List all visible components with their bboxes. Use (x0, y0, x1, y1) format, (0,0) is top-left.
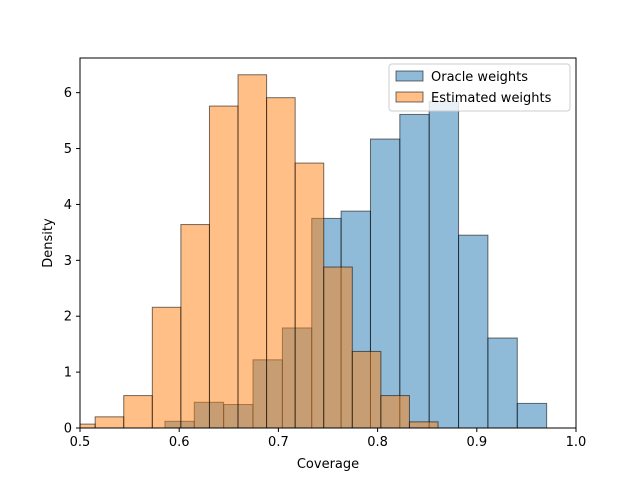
bar-estimated-6 (237, 74, 268, 428)
y-tick-label: 2 (64, 310, 72, 325)
y-axis-label: Density (41, 218, 56, 268)
legend-box (388, 63, 571, 112)
bar-estimated-1 (94, 416, 125, 428)
plot-frame (79, 57, 577, 429)
bar-estimated-3 (151, 306, 182, 428)
bars-group (80, 74, 548, 428)
legend-swatch-estimated (395, 91, 424, 103)
x-tick-label: 0.5 (70, 435, 91, 450)
x-tick-label: 0.6 (169, 435, 190, 450)
y-tick-label: 6 (64, 86, 72, 101)
bar-oracle-12 (516, 402, 548, 428)
bar-estimated-10 (351, 350, 382, 428)
y-tick-label: 0 (64, 422, 72, 437)
legend-label-estimated: Estimated weights (431, 91, 552, 106)
y-tick-label: 4 (64, 198, 72, 213)
bar-oracle-9 (428, 101, 460, 428)
bar-estimated-2 (123, 395, 153, 428)
bar-oracle-11 (487, 337, 518, 428)
legend: Oracle weights Estimated weights (388, 63, 571, 112)
bar-estimated-4 (180, 224, 210, 428)
x-tick-label: 0.9 (466, 435, 487, 450)
x-axis: 0.5 0.6 0.7 0.8 0.9 1.0 (70, 428, 587, 450)
bar-estimated-11 (380, 395, 410, 428)
legend-label-oracle: Oracle weights (431, 70, 528, 85)
x-axis-label: Coverage (297, 457, 359, 472)
bar-estimated-12 (408, 421, 439, 428)
y-axis: 0 1 2 3 4 5 6 (64, 86, 80, 437)
y-tick-label: 5 (64, 142, 72, 157)
bar-estimated-5 (208, 105, 239, 428)
bar-estimated-7 (266, 97, 296, 428)
bar-oracle-8 (399, 113, 430, 428)
bar-oracle-10 (458, 234, 489, 428)
x-tick-label: 0.8 (367, 435, 388, 450)
legend-swatch-oracle (395, 70, 424, 82)
y-tick-label: 3 (64, 254, 72, 269)
y-tick-label: 1 (64, 366, 72, 381)
bar-estimated-9 (323, 266, 353, 428)
x-tick-label: 1.0 (566, 435, 587, 450)
x-tick-label: 0.7 (268, 435, 289, 450)
bar-estimated-8 (294, 162, 325, 428)
